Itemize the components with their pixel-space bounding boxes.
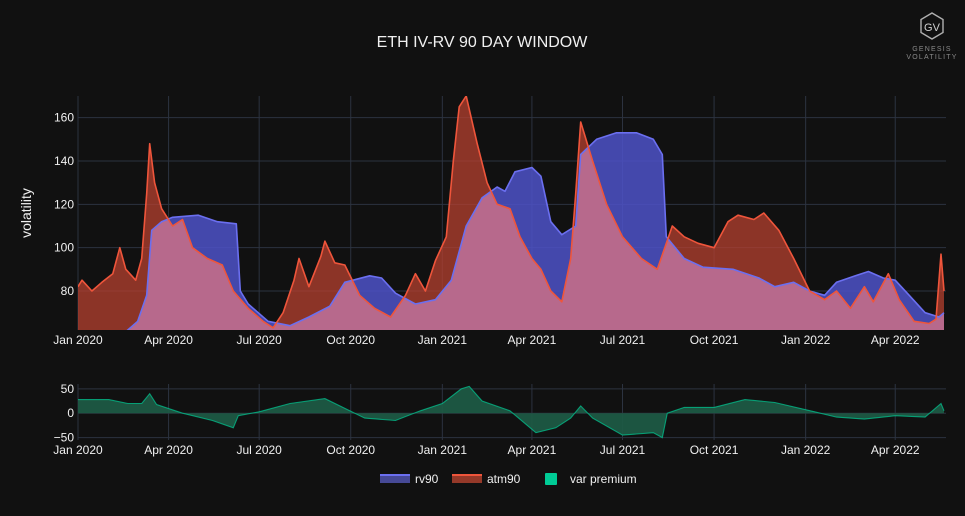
- logo-line2: VOLATILITY: [906, 54, 957, 61]
- legend-swatch: [452, 475, 482, 483]
- legend-item: atm90: [452, 472, 521, 486]
- sub-x-tick-label: Jul 2020: [236, 443, 282, 457]
- sub-x-tick-label: Oct 2021: [690, 443, 739, 457]
- main-plot: Jan 2020 Apr 2020 Jul 2020 Oct 2020 Jan 2021…: [53, 96, 946, 347]
- legend-item: var premium: [545, 472, 637, 486]
- main-x-tick-label: Jan 2022: [781, 333, 831, 347]
- sub-y-tick-label: −50: [54, 431, 75, 445]
- legend-label: var premium: [570, 472, 637, 486]
- legend-item: rv90: [380, 472, 439, 486]
- var-premium-plot: Jan 2020 Apr 2020 Jul 2020 Oct 2020 Jan 2021…: [53, 382, 946, 457]
- main-x-tick-label: Jul 2020: [236, 333, 282, 347]
- main-y-tick-label: 120: [54, 197, 74, 211]
- legend-label: atm90: [487, 472, 521, 486]
- main-x-tick-label: Apr 2020: [144, 333, 193, 347]
- sub-x-tick-label: Apr 2022: [871, 443, 920, 457]
- sub-y-tick-label: 50: [61, 382, 75, 396]
- logo: GV GENESIS VOLATILITY: [906, 12, 957, 61]
- sub-x-tick-label: Apr 2021: [508, 443, 557, 457]
- main-x-tick-label: Oct 2021: [690, 333, 739, 347]
- sub-plot-area: [78, 385, 945, 439]
- atm90-line: [78, 96, 945, 329]
- var-premium-line: [78, 385, 945, 439]
- main-y-tick-label: 160: [54, 111, 74, 125]
- legend: rv90 atm90 var premium: [380, 472, 637, 486]
- sub-y-tick-label: 0: [67, 406, 74, 420]
- sub-x-tick-label: Jan 2021: [418, 443, 468, 457]
- sub-x-tick-label: Jan 2020: [53, 443, 103, 457]
- sub-x-tick-label: Oct 2020: [326, 443, 375, 457]
- logo-mark: GV: [924, 22, 941, 34]
- sub-x-tick-label: Apr 2020: [144, 443, 193, 457]
- legend-swatch: [545, 473, 557, 485]
- logo-line1: GENESIS: [912, 46, 952, 53]
- main-x-tick-label: Jan 2020: [53, 333, 103, 347]
- main-x-tick-label: Oct 2020: [326, 333, 375, 347]
- main-x-tick-label: Jul 2021: [600, 333, 646, 347]
- legend-swatch: [380, 475, 410, 483]
- rv90-line: [126, 132, 945, 330]
- chart-title: ETH IV-RV 90 DAY WINDOW: [377, 34, 589, 51]
- logo-hexagon-icon: [920, 12, 944, 40]
- main-y-tick-label: 100: [54, 241, 74, 255]
- sub-x-tick-label: Jul 2021: [600, 443, 646, 457]
- main-plot-area: [78, 96, 945, 330]
- main-y-tick-label: 80: [61, 284, 75, 298]
- sub-x-tick-label: Jan 2022: [781, 443, 831, 457]
- y-axis-title: volatility: [18, 188, 34, 238]
- main-x-tick-label: Jan 2021: [418, 333, 468, 347]
- main-x-tick-label: Apr 2021: [508, 333, 557, 347]
- main-x-tick-label: Apr 2022: [871, 333, 920, 347]
- overlap-area: [78, 132, 944, 330]
- main-y-tick-label: 140: [54, 154, 74, 168]
- legend-label: rv90: [415, 472, 439, 486]
